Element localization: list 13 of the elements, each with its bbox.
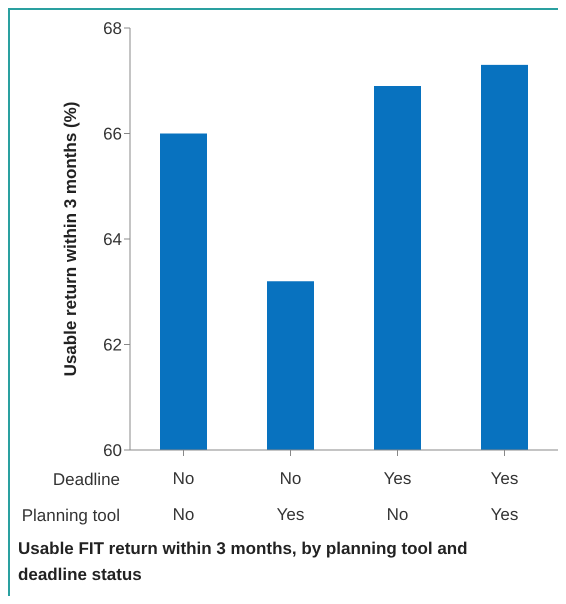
text: Planning tool — [22, 506, 120, 526]
text: Deadline — [52, 470, 120, 490]
y-tick-label: 60 — [103, 441, 122, 460]
x-tick-label: No No — [172, 469, 194, 524]
y-tick-label: 62 — [103, 336, 122, 355]
text: Usable FIT return within 3 months, by planning tool and deadline status — [18, 538, 469, 586]
y-tick-label: 68 — [103, 19, 122, 38]
x-tick-label: Yes No — [384, 469, 412, 524]
x-tick-label: Yes Yes — [490, 469, 518, 524]
y-tick-label: 64 — [103, 230, 122, 250]
x-tick-label: No Yes — [276, 469, 304, 524]
y-tick-label: 66 — [103, 124, 122, 144]
y-axis-title: Usable return within 3 months (%) — [61, 102, 80, 376]
